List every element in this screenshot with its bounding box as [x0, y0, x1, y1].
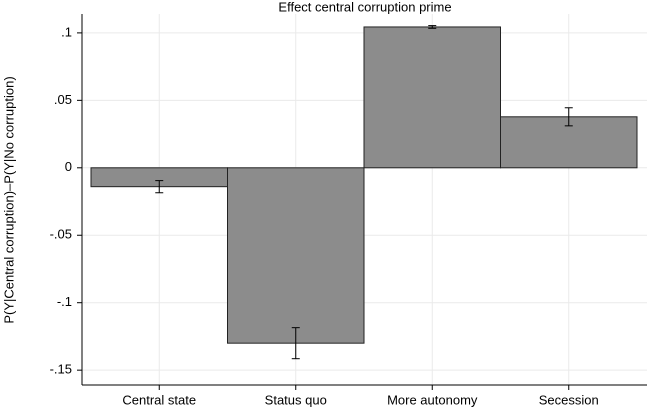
error-bar [155, 180, 164, 194]
y-tick-label: -.15 [50, 362, 72, 377]
x-tick-label: Secession [539, 392, 599, 407]
y-tick-label: -.1 [57, 294, 72, 309]
bar [363, 26, 501, 169]
x-tick-label: More autonomy [387, 392, 478, 407]
x-tick-label: Central state [122, 392, 196, 407]
x-tick-label: Status quo [265, 392, 327, 407]
error-bar [428, 25, 437, 29]
y-tick-label: 0 [65, 159, 72, 174]
error-bar [564, 107, 573, 127]
y-tick-label: .05 [54, 92, 72, 107]
y-tick-label: .1 [61, 24, 72, 39]
error-bar [291, 327, 300, 360]
y-axis-label: P(Y|Central corruption)–P(Y|No corruptio… [1, 76, 16, 323]
bar [227, 167, 365, 344]
y-tick-label: -.05 [50, 227, 72, 242]
chart-title: Effect central corruption prime [278, 0, 451, 14]
